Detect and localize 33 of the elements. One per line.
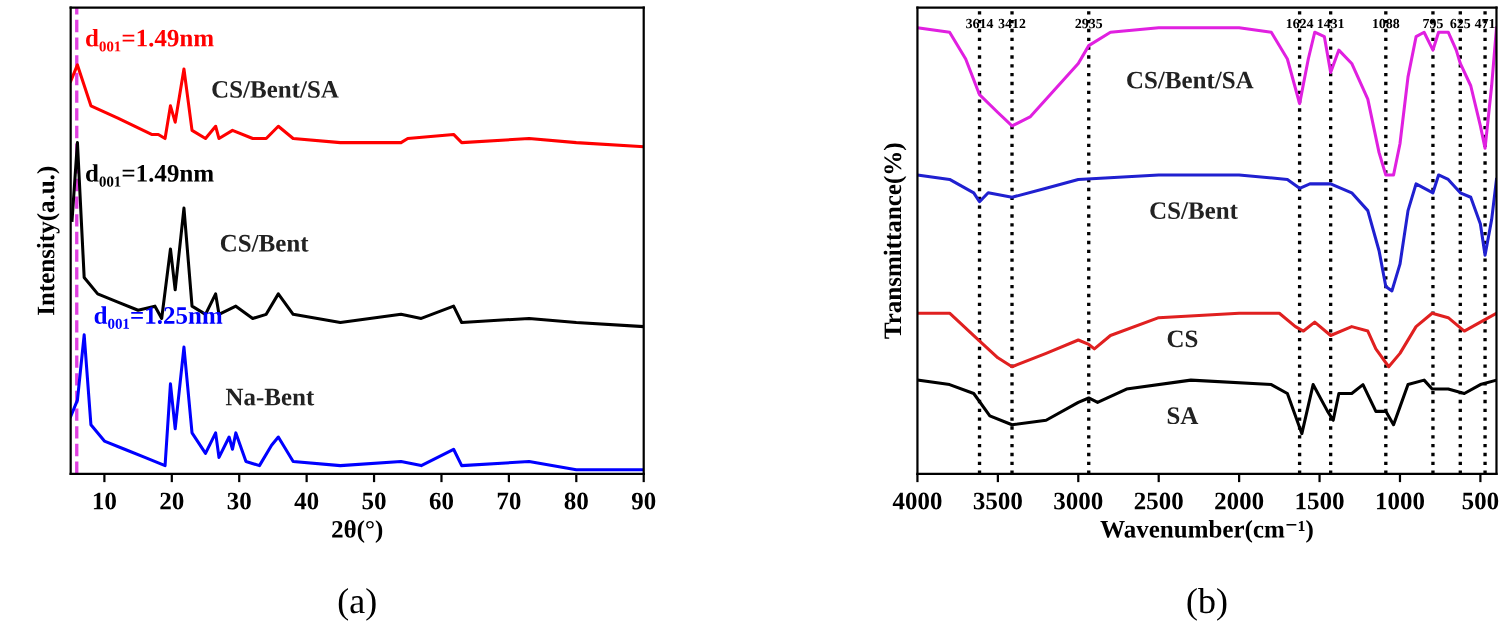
annotation: d₀₀₁=1.25nm xyxy=(94,306,223,329)
x-tick-label: 70 xyxy=(497,492,521,510)
annotation: d₀₀₁=1.49nm xyxy=(86,164,214,187)
x-tick-label: 60 xyxy=(429,492,454,510)
x-tick-label: 3000 xyxy=(1054,492,1103,510)
x-tick-label: 90 xyxy=(631,492,656,510)
text: (b) xyxy=(1187,587,1227,621)
x-tick-label: 20 xyxy=(160,492,184,510)
x-axis-title: 2θ(°) xyxy=(332,520,383,543)
text: d₀₀₁=1.49nm xyxy=(86,28,214,52)
y-axis-title: Intensity(a.u.) xyxy=(36,166,60,315)
x-tick-label: 30 xyxy=(227,492,251,510)
series-label: CS/Bent/SA xyxy=(1127,71,1254,89)
x-tick-label: 2500 xyxy=(1134,492,1183,510)
y-axis-title: Transmittance(%) xyxy=(883,143,907,339)
x-tick-label: 40 xyxy=(294,492,319,510)
x-tick-label: 4000 xyxy=(892,492,942,510)
x-axis-title: Wavenumber(cm⁻¹) xyxy=(1100,520,1313,543)
x-tick-label: 3500 xyxy=(973,492,1022,510)
series-label: Na-Bent xyxy=(225,388,315,406)
x-tick-label: 1000 xyxy=(1376,492,1425,510)
x-tick-label: 10 xyxy=(93,492,116,510)
x-tick-label: 50 xyxy=(362,492,386,510)
series-label: CS/Bent xyxy=(1150,202,1238,220)
x-tick-label: 500 xyxy=(1462,492,1499,510)
x-tick-label: 2000 xyxy=(1215,492,1264,510)
series-label: CS xyxy=(1167,330,1198,348)
x-tick-label: 1500 xyxy=(1296,492,1344,510)
x-tick-label: 80 xyxy=(564,492,588,510)
text: (a) xyxy=(338,587,376,621)
series-label: SA xyxy=(1167,407,1199,425)
series-label: CS/Bent/SA xyxy=(212,81,339,98)
series-label: CS/Bent xyxy=(220,234,309,252)
